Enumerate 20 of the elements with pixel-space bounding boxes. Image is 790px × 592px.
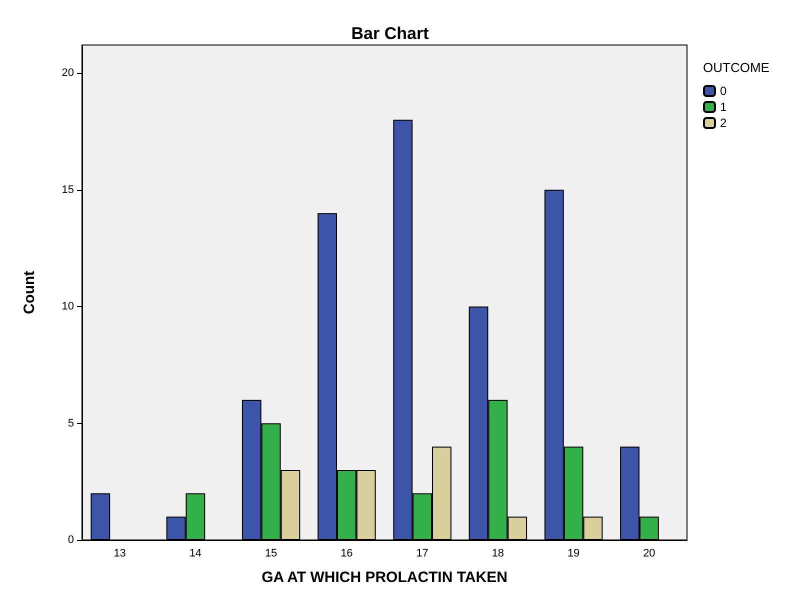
y-axis-title: Count [21,270,38,314]
x-tick-label: 14 [189,548,202,560]
y-tick-label: 10 [62,300,74,313]
legend-label: 2 [720,116,727,130]
legend-label: 0 [720,84,727,98]
y-tick-label: 0 [68,534,74,546]
x-tick-label: 17 [416,548,428,560]
y-tick-label: 5 [68,417,74,430]
x-tick-label: 15 [264,548,278,560]
y-tick-label: 20 [62,67,74,80]
x-tick-label: 16 [340,548,353,560]
x-axis-title: GA AT WHICH PROLACTIN TAKEN [262,569,508,586]
x-tick-label: 19 [567,548,580,560]
x-tick-label: 20 [643,548,656,560]
legend-title: OUTCOME [703,60,770,75]
x-tick-label: 13 [114,548,126,560]
x-tick-label: 18 [492,548,504,560]
chart-title: Bar Chart [351,24,430,43]
y-tick-label: 15 [62,184,74,196]
legend-label: 1 [720,100,727,114]
